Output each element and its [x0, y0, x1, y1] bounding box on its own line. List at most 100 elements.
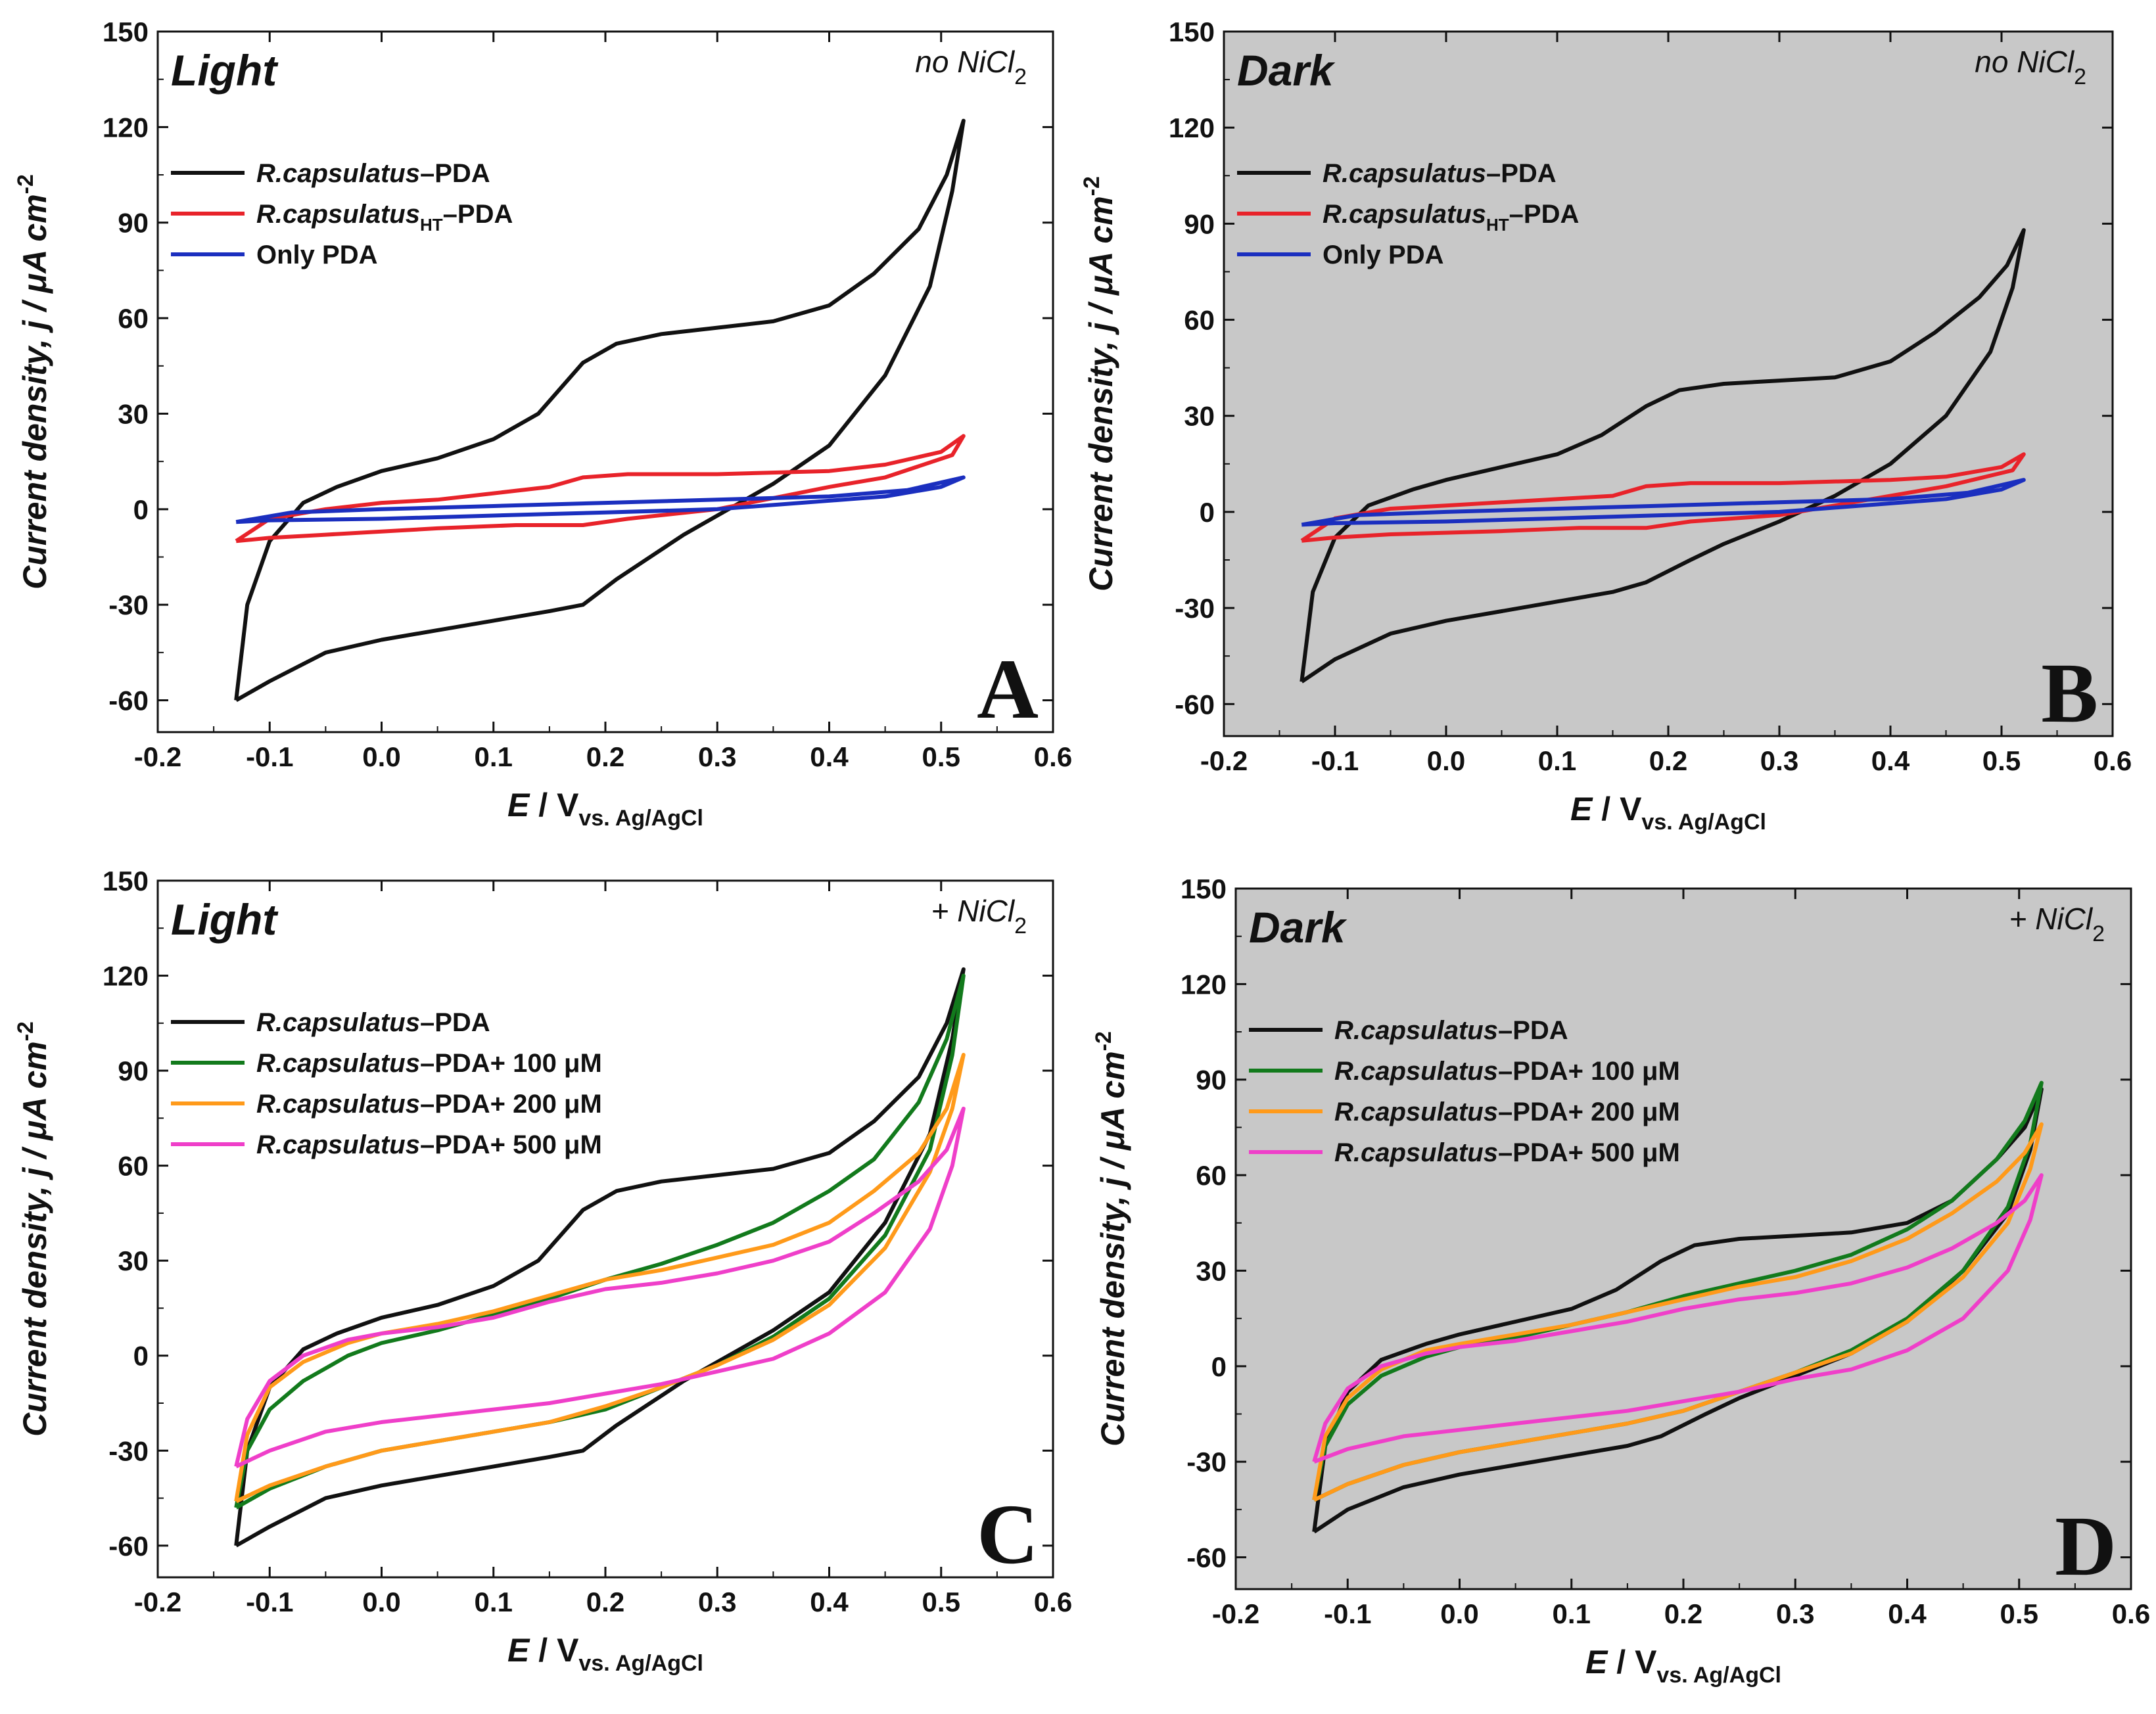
legend-entry: R.capsulatus–PDA+ 200 μM: [256, 1090, 602, 1119]
legend-suffix: –PDA+ 500 μM: [420, 1130, 602, 1159]
legend-suffix: –PDA: [1509, 200, 1580, 229]
panel-title: Dark: [1249, 903, 1348, 952]
legend-entry: R.capsulatus–PDA+ 100 μM: [256, 1049, 602, 1078]
x-tick-label: 0.2: [1664, 1598, 1702, 1629]
x-tick-label: -0.2: [134, 741, 181, 772]
y-axis-title-main: Current density, j / μA cm: [16, 1041, 53, 1437]
x-tick-label: 0.2: [586, 1587, 624, 1617]
x-tick-label: -0.1: [1324, 1598, 1371, 1629]
panel-letter: A: [977, 642, 1039, 737]
x-tick-label: 0.1: [475, 1587, 513, 1617]
y-axis-title: Current density, j / μA cm-2: [1079, 176, 1119, 591]
legend-suffix: –PDA+ 500 μM: [1498, 1138, 1680, 1167]
y-axis-title-superscript: -2: [13, 174, 38, 194]
legend-name: R.capsulatus: [1334, 1138, 1498, 1167]
cv-curve-series-1: [1312, 1087, 2044, 1534]
y-tick-label: 120: [1169, 112, 1215, 143]
panel-a: -0.2 -0.1 0.0 0.1 0.2 0.3 0.4 0.5 0.6 -60 -30 0 30 60…: [13, 16, 1072, 831]
x-tick-label: 0.6: [2094, 745, 2132, 776]
y-tick-label: -30: [108, 1435, 149, 1466]
y-tick-label: 60: [1184, 305, 1215, 336]
y-tick-label: 30: [118, 1245, 149, 1276]
legend-name: Only PDA: [256, 241, 377, 269]
legend-entry: R.capsulatus–PDA+ 200 μM: [1334, 1098, 1680, 1126]
legend-name: R.capsulatus: [256, 1008, 420, 1037]
y-tick-label: -60: [108, 685, 149, 716]
legend-entry: Only PDA: [256, 241, 377, 269]
y-axis-title-main: Current density, j / μA cm: [16, 194, 53, 590]
y-tick-label: 90: [1184, 208, 1215, 239]
cv-curve-series-3: [1312, 1122, 2044, 1502]
y-axis-title-superscript: -2: [13, 1021, 38, 1041]
x-tick-label: -0.2: [1200, 745, 1248, 776]
y-tick-label: 60: [118, 303, 149, 334]
y-axis-title-main: Current density, j / μA cm: [1083, 196, 1119, 591]
x-axis-title-unit: / V: [529, 787, 579, 823]
legend-entry: Only PDA: [1323, 241, 1443, 269]
legend-name: R.capsulatus: [256, 1090, 420, 1119]
x-tick-label: -0.1: [246, 1587, 293, 1617]
x-tick-label: 0.3: [698, 1587, 736, 1617]
condition-label: no NiCl2: [915, 45, 1027, 89]
condition-text: no NiCl: [1975, 45, 2075, 79]
panel-letter: C: [977, 1487, 1039, 1582]
y-tick-label: 150: [103, 866, 149, 896]
condition-subscript: 2: [2092, 921, 2105, 946]
y-tick-label: 150: [1169, 16, 1215, 47]
plot-frame: [156, 30, 1054, 733]
x-tick-label: 0.4: [810, 741, 849, 772]
x-tick-label: 0.3: [1776, 1598, 1814, 1629]
x-tick-label: 0.6: [1034, 741, 1072, 772]
y-tick-label: 120: [103, 961, 149, 992]
legend-suffix: –PDA: [420, 159, 490, 188]
panel-title: Light: [171, 46, 279, 95]
cv-curve-series-4: [234, 1106, 966, 1469]
x-tick-label: 0.5: [1982, 745, 2021, 776]
cv-curve-series-2: [1300, 452, 2026, 543]
condition-subscript: 2: [1014, 64, 1027, 89]
x-tick-label: 0.2: [1649, 745, 1687, 776]
y-axis-title-superscript: -2: [1091, 1031, 1116, 1051]
legend-suffix: –PDA: [420, 1008, 490, 1037]
x-tick-label: 0.1: [475, 741, 513, 772]
y-tick-label: -30: [1186, 1447, 1227, 1477]
condition-label: no NiCl2: [1975, 45, 2086, 89]
cv-curve-series-2: [235, 434, 966, 544]
x-tick-label: -0.1: [246, 741, 293, 772]
condition-text: no NiCl: [915, 45, 1016, 79]
x-axis-title-subscript: vs. Ag/AgCl: [1656, 1663, 1781, 1688]
panel-letter: B: [2041, 646, 2098, 741]
legend-name: R.capsulatus: [256, 159, 420, 188]
panel-c: -0.2 -0.1 0.0 0.1 0.2 0.3 0.4 0.5 0.6 -60 -30 0 30 60…: [13, 866, 1072, 1676]
y-tick-label: 0: [1200, 497, 1215, 528]
legend-name: R.capsulatus: [1334, 1098, 1498, 1126]
x-tick-label: 0.5: [922, 1587, 960, 1617]
x-tick-label: 0.2: [586, 741, 624, 772]
legend-entry: R.capsulatus–PDA+ 100 μM: [1334, 1057, 1680, 1086]
y-tick-label: 90: [118, 1055, 149, 1086]
legend-suffix: –PDA+ 200 μM: [420, 1090, 602, 1119]
legend-name: R.capsulatus: [1334, 1016, 1498, 1045]
y-tick-label: 30: [1184, 401, 1215, 432]
y-tick-label: 150: [103, 16, 149, 47]
x-tick-label: 0.4: [1888, 1598, 1927, 1629]
x-tick-label: 0.0: [1427, 745, 1465, 776]
x-tick-label: -0.2: [134, 1587, 181, 1617]
x-axis-title-symbol: E: [507, 787, 530, 823]
y-axis-title-superscript: -2: [1079, 176, 1104, 196]
legend-entry: R.capsulatusHT–PDA: [1323, 200, 1579, 235]
legend-suffix: –PDA+ 100 μM: [1498, 1057, 1680, 1086]
x-tick-label: 0.6: [1034, 1587, 1072, 1617]
panel-title: Dark: [1237, 46, 1336, 95]
x-tick-label: 0.3: [1760, 745, 1798, 776]
legend-suffix: –PDA: [1486, 159, 1557, 188]
plot-background: [1224, 32, 2113, 736]
x-tick-label: 0.1: [1553, 1598, 1591, 1629]
condition-subscript: 2: [2074, 64, 2086, 89]
y-tick-label: -60: [1175, 689, 1215, 720]
x-tick-label: -0.2: [1212, 1598, 1259, 1629]
legend-entry: R.capsulatus–PDA: [1323, 159, 1557, 188]
y-tick-label: 120: [1181, 969, 1227, 1000]
legend-suffix: –PDA+ 100 μM: [420, 1049, 602, 1078]
